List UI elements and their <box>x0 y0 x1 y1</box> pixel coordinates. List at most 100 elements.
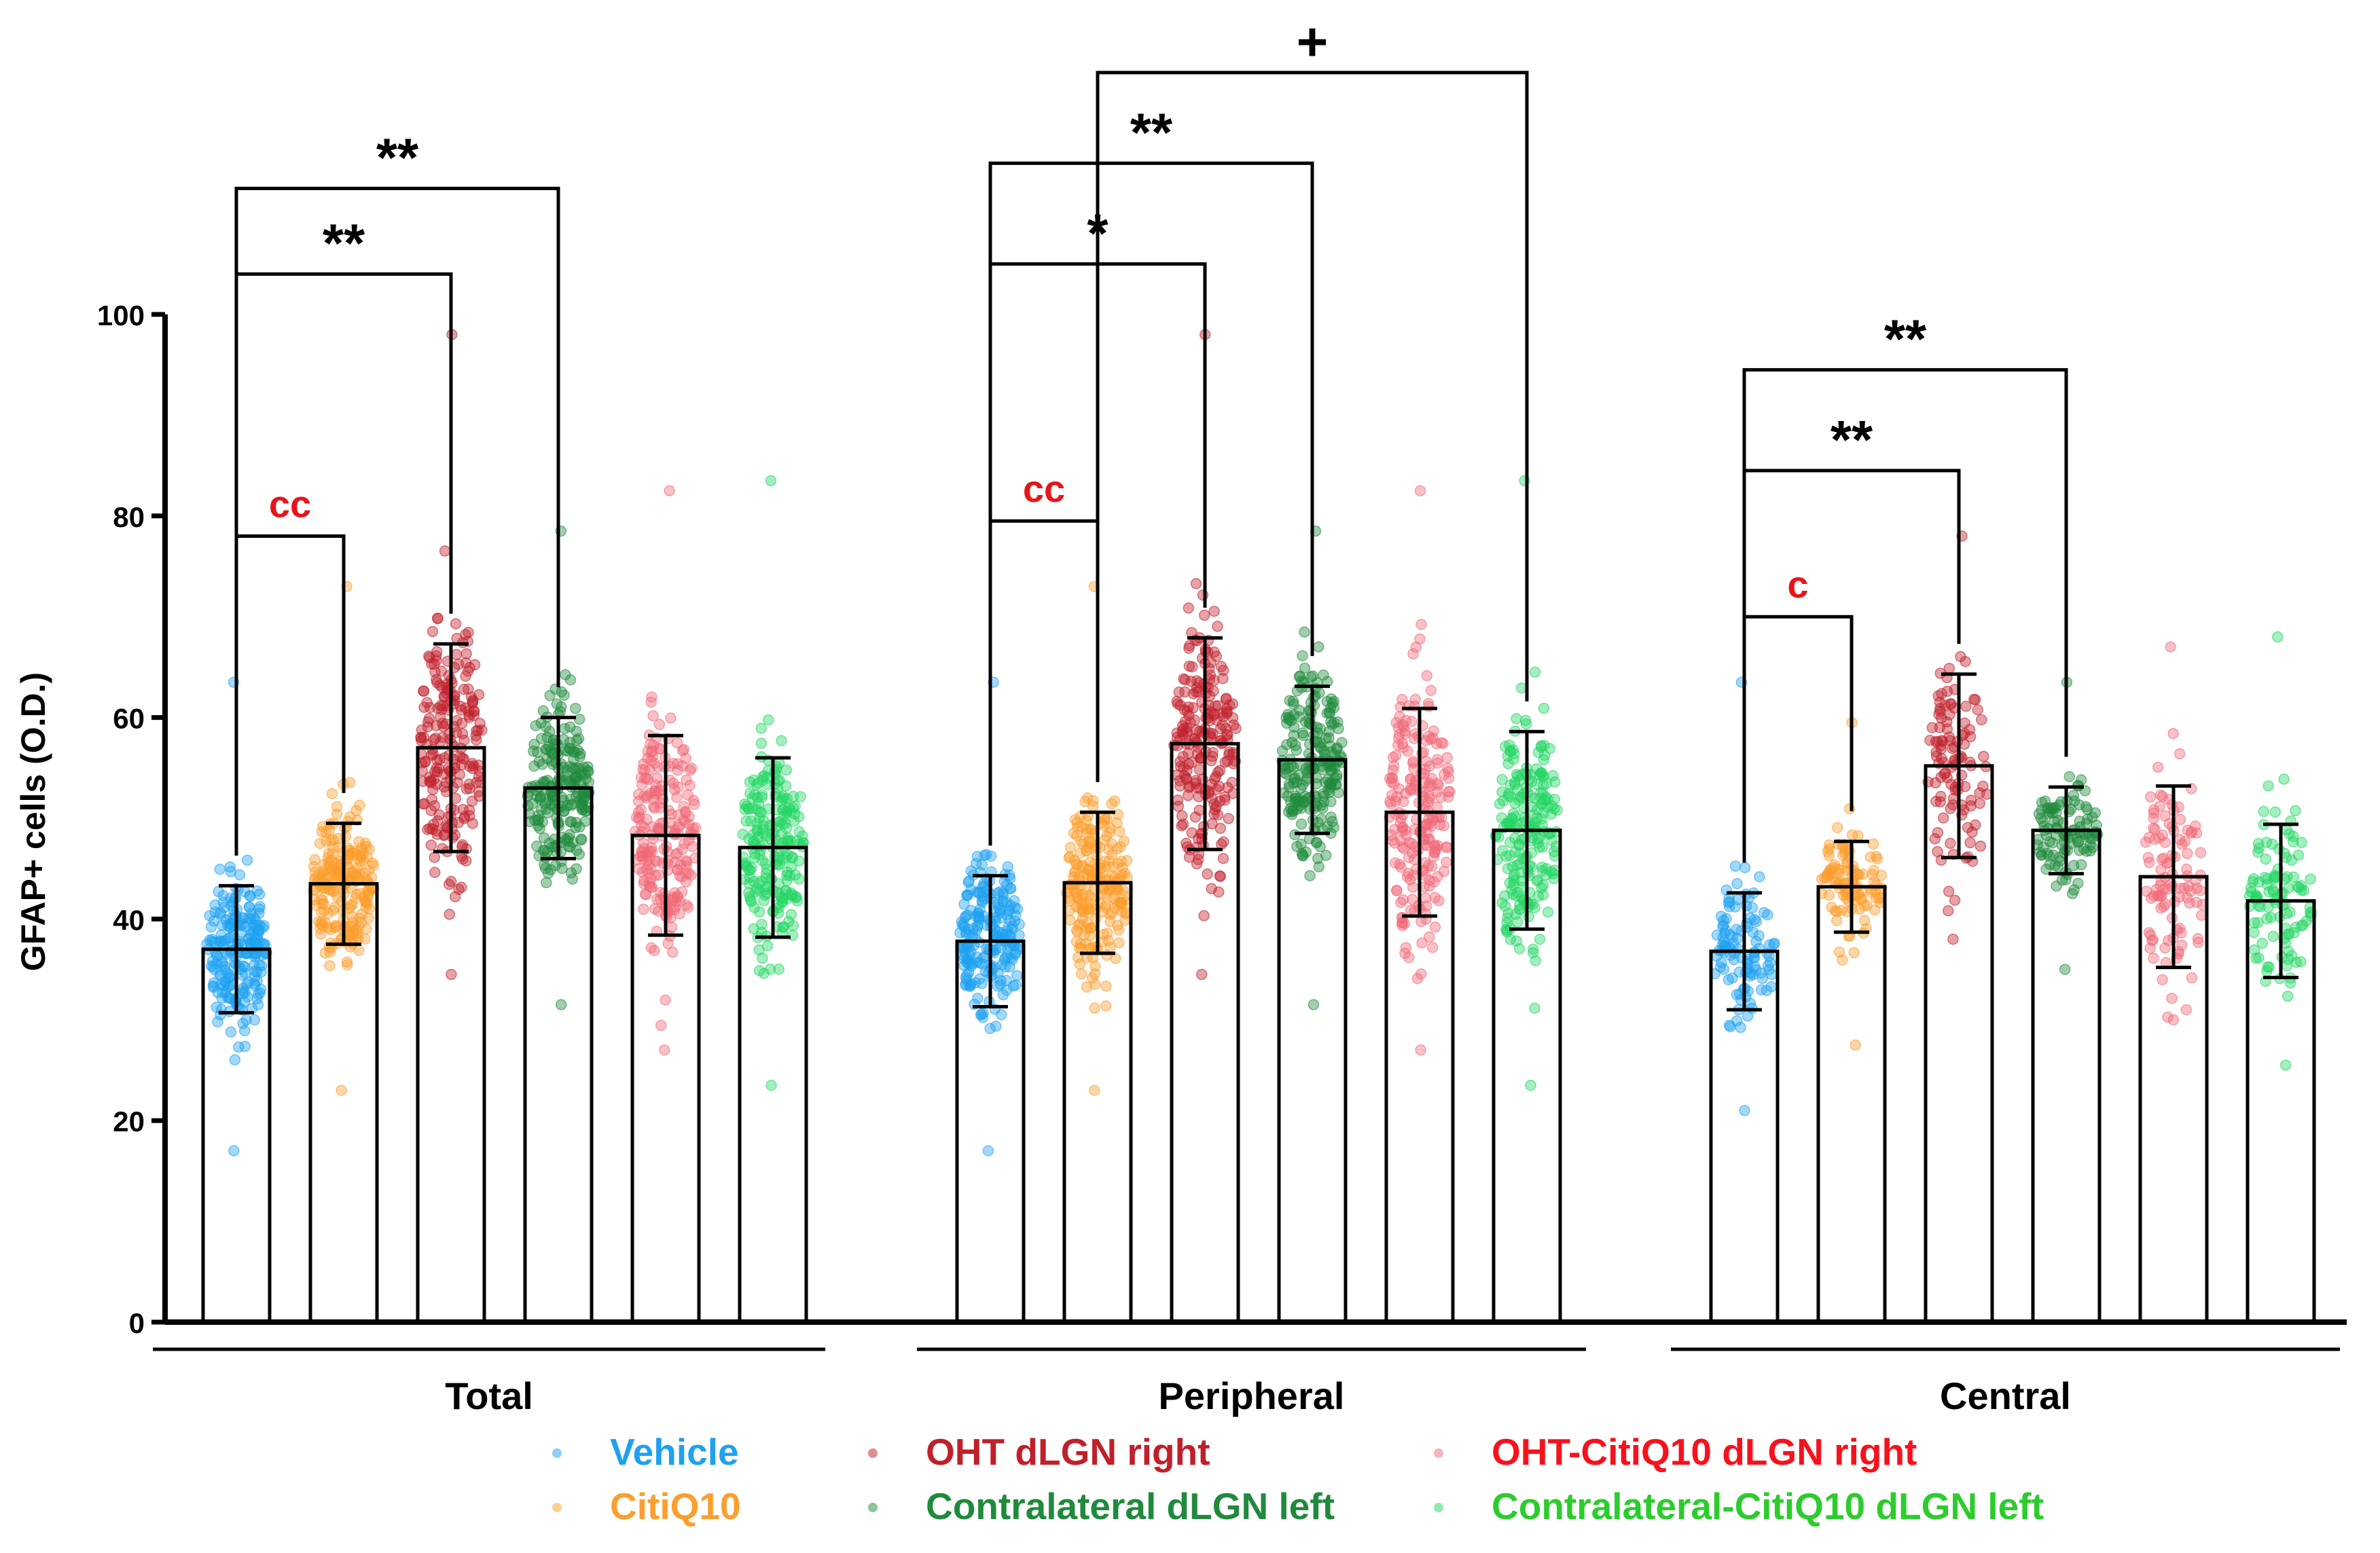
data-point <box>1387 835 1399 846</box>
data-point <box>353 912 365 924</box>
data-point <box>756 854 768 866</box>
data-point <box>528 761 540 772</box>
data-point <box>326 788 338 800</box>
data-point <box>1212 766 1224 778</box>
data-point <box>2295 884 2307 896</box>
data-point <box>317 869 328 881</box>
data-point <box>1075 968 1087 980</box>
data-point <box>1725 1021 1736 1033</box>
legend-label: Vehicle <box>610 1431 739 1473</box>
data-point <box>1399 725 1411 737</box>
data-point <box>1960 655 1971 668</box>
data-point <box>425 839 437 851</box>
data-point <box>254 900 266 913</box>
data-point <box>1214 822 1227 835</box>
data-point <box>1753 930 1765 942</box>
data-point <box>787 801 799 814</box>
data-point <box>1502 862 1514 875</box>
bars-layer <box>201 636 2316 1324</box>
data-point <box>1187 661 1198 673</box>
data-point <box>365 884 377 896</box>
legend-label: Contralateral-CitiQ10 dLGN left <box>1492 1485 2044 1527</box>
data-point <box>1837 849 1849 861</box>
data-point <box>1739 1105 1750 1116</box>
data-point <box>1425 684 1437 697</box>
data-point <box>653 743 666 754</box>
data-point <box>469 659 481 671</box>
data-point <box>647 710 659 722</box>
data-point <box>2059 964 2071 975</box>
data-point <box>1113 937 1125 949</box>
data-point <box>1423 731 1435 742</box>
data-point <box>1747 969 1759 981</box>
data-point <box>1314 741 1326 752</box>
data-point <box>2180 863 2193 875</box>
data-point <box>1005 882 1017 894</box>
data-point <box>1328 822 1340 833</box>
data-point <box>971 957 983 968</box>
legend-marker <box>1434 1448 1443 1458</box>
data-point <box>1391 885 1403 896</box>
data-point <box>1199 609 1210 621</box>
data-point <box>795 791 806 803</box>
y-axis-label: GFAP+ cells (O.D.) <box>14 672 52 971</box>
data-point <box>1115 841 1126 853</box>
data-point <box>323 921 334 934</box>
data-point <box>431 754 443 766</box>
data-point <box>1299 626 1310 638</box>
data-point <box>564 721 576 733</box>
data-point <box>443 879 455 890</box>
data-point <box>756 919 768 930</box>
data-point <box>1318 669 1329 681</box>
data-point <box>435 665 448 677</box>
legend: Vehicle CitiQ10 OHT dLGN right Contralatera… <box>552 1431 2044 1527</box>
data-point <box>1075 835 1087 847</box>
data-point <box>1941 723 1953 735</box>
data-point <box>1007 980 1020 992</box>
data-point <box>451 632 463 644</box>
data-point <box>571 762 583 773</box>
data-point <box>1833 946 1845 958</box>
data-point <box>346 847 358 859</box>
data-point <box>1926 722 1939 733</box>
data-point <box>2044 835 2056 847</box>
data-point <box>1441 841 1454 854</box>
data-point <box>1515 682 1528 694</box>
data-point <box>1834 864 1845 877</box>
data-point <box>1962 822 1974 833</box>
data-point <box>2288 871 2300 883</box>
data-point <box>972 992 984 1004</box>
significance-label: cc <box>269 482 311 525</box>
data-point <box>1944 735 1956 746</box>
data-point <box>1010 910 1022 921</box>
data-point <box>774 816 786 828</box>
data-point <box>1064 841 1077 854</box>
data-point <box>2165 641 2176 653</box>
data-point <box>528 738 540 750</box>
data-point <box>1504 934 1517 945</box>
data-point <box>757 952 768 964</box>
data-point <box>1968 693 1980 706</box>
data-point <box>240 1014 252 1026</box>
data-point <box>1838 890 1850 901</box>
y-tick-label: 60 <box>113 703 145 735</box>
data-point <box>636 845 647 857</box>
data-point <box>1104 855 1115 867</box>
data-point <box>2155 902 2167 914</box>
data-point <box>787 919 799 932</box>
data-point <box>439 545 451 557</box>
data-point <box>2260 853 2271 865</box>
data-point <box>1119 915 1131 926</box>
data-point <box>677 760 689 772</box>
data-point <box>456 759 467 771</box>
data-point <box>444 909 455 920</box>
data-point <box>359 866 371 879</box>
data-point <box>1764 939 1775 951</box>
data-point <box>985 850 997 862</box>
data-point <box>450 648 463 661</box>
data-point <box>2074 816 2085 827</box>
data-point <box>681 774 692 786</box>
data-point <box>1325 811 1337 823</box>
data-point <box>765 1080 777 1091</box>
data-point <box>2068 884 2080 896</box>
